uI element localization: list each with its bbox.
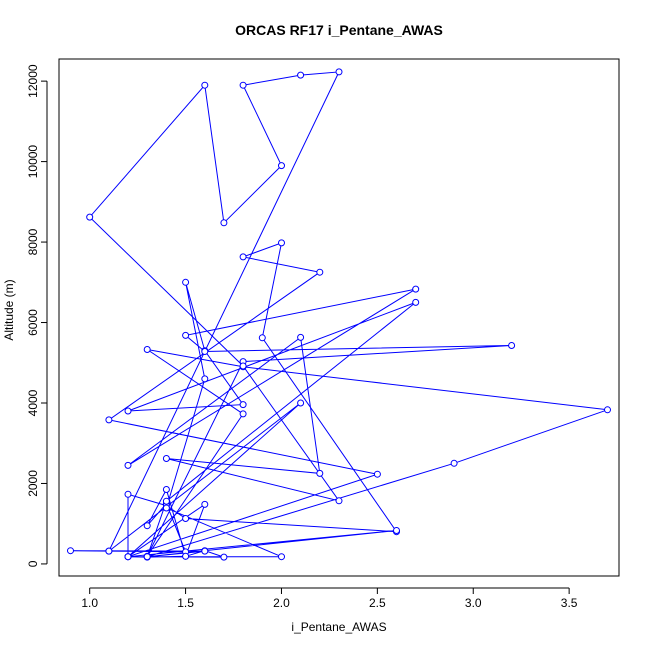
y-axis-label: Altitude (m) [2,279,16,340]
data-point [373,470,381,478]
data-point [162,497,170,505]
data-point [239,362,247,370]
data-point [124,407,132,415]
data-point [508,342,516,349]
data-point [412,285,420,293]
data-point [201,547,209,555]
data-point [335,497,343,505]
data-point [239,410,247,418]
data-point [162,504,170,512]
data-point [105,547,113,555]
data-point [450,459,458,467]
data-point [105,416,113,424]
plot-frame [58,58,620,577]
data-point [143,346,151,353]
x-axis-label: i_Pentane_AWAS [291,620,386,634]
chart-title: ORCAS RF17 i_Pentane_AWAS [235,22,443,38]
data-point [182,552,190,560]
data-point [316,268,324,276]
data-point [297,399,305,407]
data-point [412,298,420,306]
data-point [124,490,132,498]
data-point [67,547,74,555]
y-tick-label: 10000 [26,145,40,179]
data-point [124,461,132,469]
x-tick-label: 1.5 [177,596,194,610]
data-point [239,81,247,89]
data-point [604,406,611,414]
axis-layer: 1.0 1.5 2.0 2.5 3.0 3.5 0 2000 4000 6000 8000 10000… [26,64,578,610]
data-point [258,334,266,342]
series-line [70,71,608,558]
x-tick-label: 2.0 [273,596,290,610]
data-point [239,253,247,261]
series-layer [67,68,611,561]
y-tick-label: 0 [26,560,40,567]
x-tick-label: 2.5 [369,596,386,610]
y-tick-label: 4000 [26,389,40,416]
data-point [182,278,190,286]
data-point [143,553,151,561]
data-point [124,553,132,561]
data-point [201,375,209,383]
data-point [278,239,285,247]
data-point [297,71,305,79]
data-point [393,527,400,534]
data-point [162,486,170,493]
data-point [220,219,228,227]
data-point [143,522,151,530]
y-tick-label: 8000 [26,228,40,255]
data-point [201,348,209,355]
data-point [239,401,247,409]
data-point [182,331,190,339]
data-point [220,553,228,561]
x-tick-label: 1.0 [81,596,98,610]
data-point [201,500,209,508]
data-point [278,553,285,561]
data-point [278,162,285,170]
y-tick-label: 2000 [26,470,40,497]
x-tick-label: 3.5 [561,596,578,610]
data-point [297,333,305,341]
data-point [162,455,170,462]
data-point [86,213,94,221]
x-tick-label: 3.0 [465,596,482,610]
y-tick-label: 6000 [26,309,40,336]
data-point [316,469,324,477]
y-tick-label: 12000 [26,64,40,98]
data-point [335,68,343,76]
data-point [182,515,190,522]
data-point [201,81,209,89]
